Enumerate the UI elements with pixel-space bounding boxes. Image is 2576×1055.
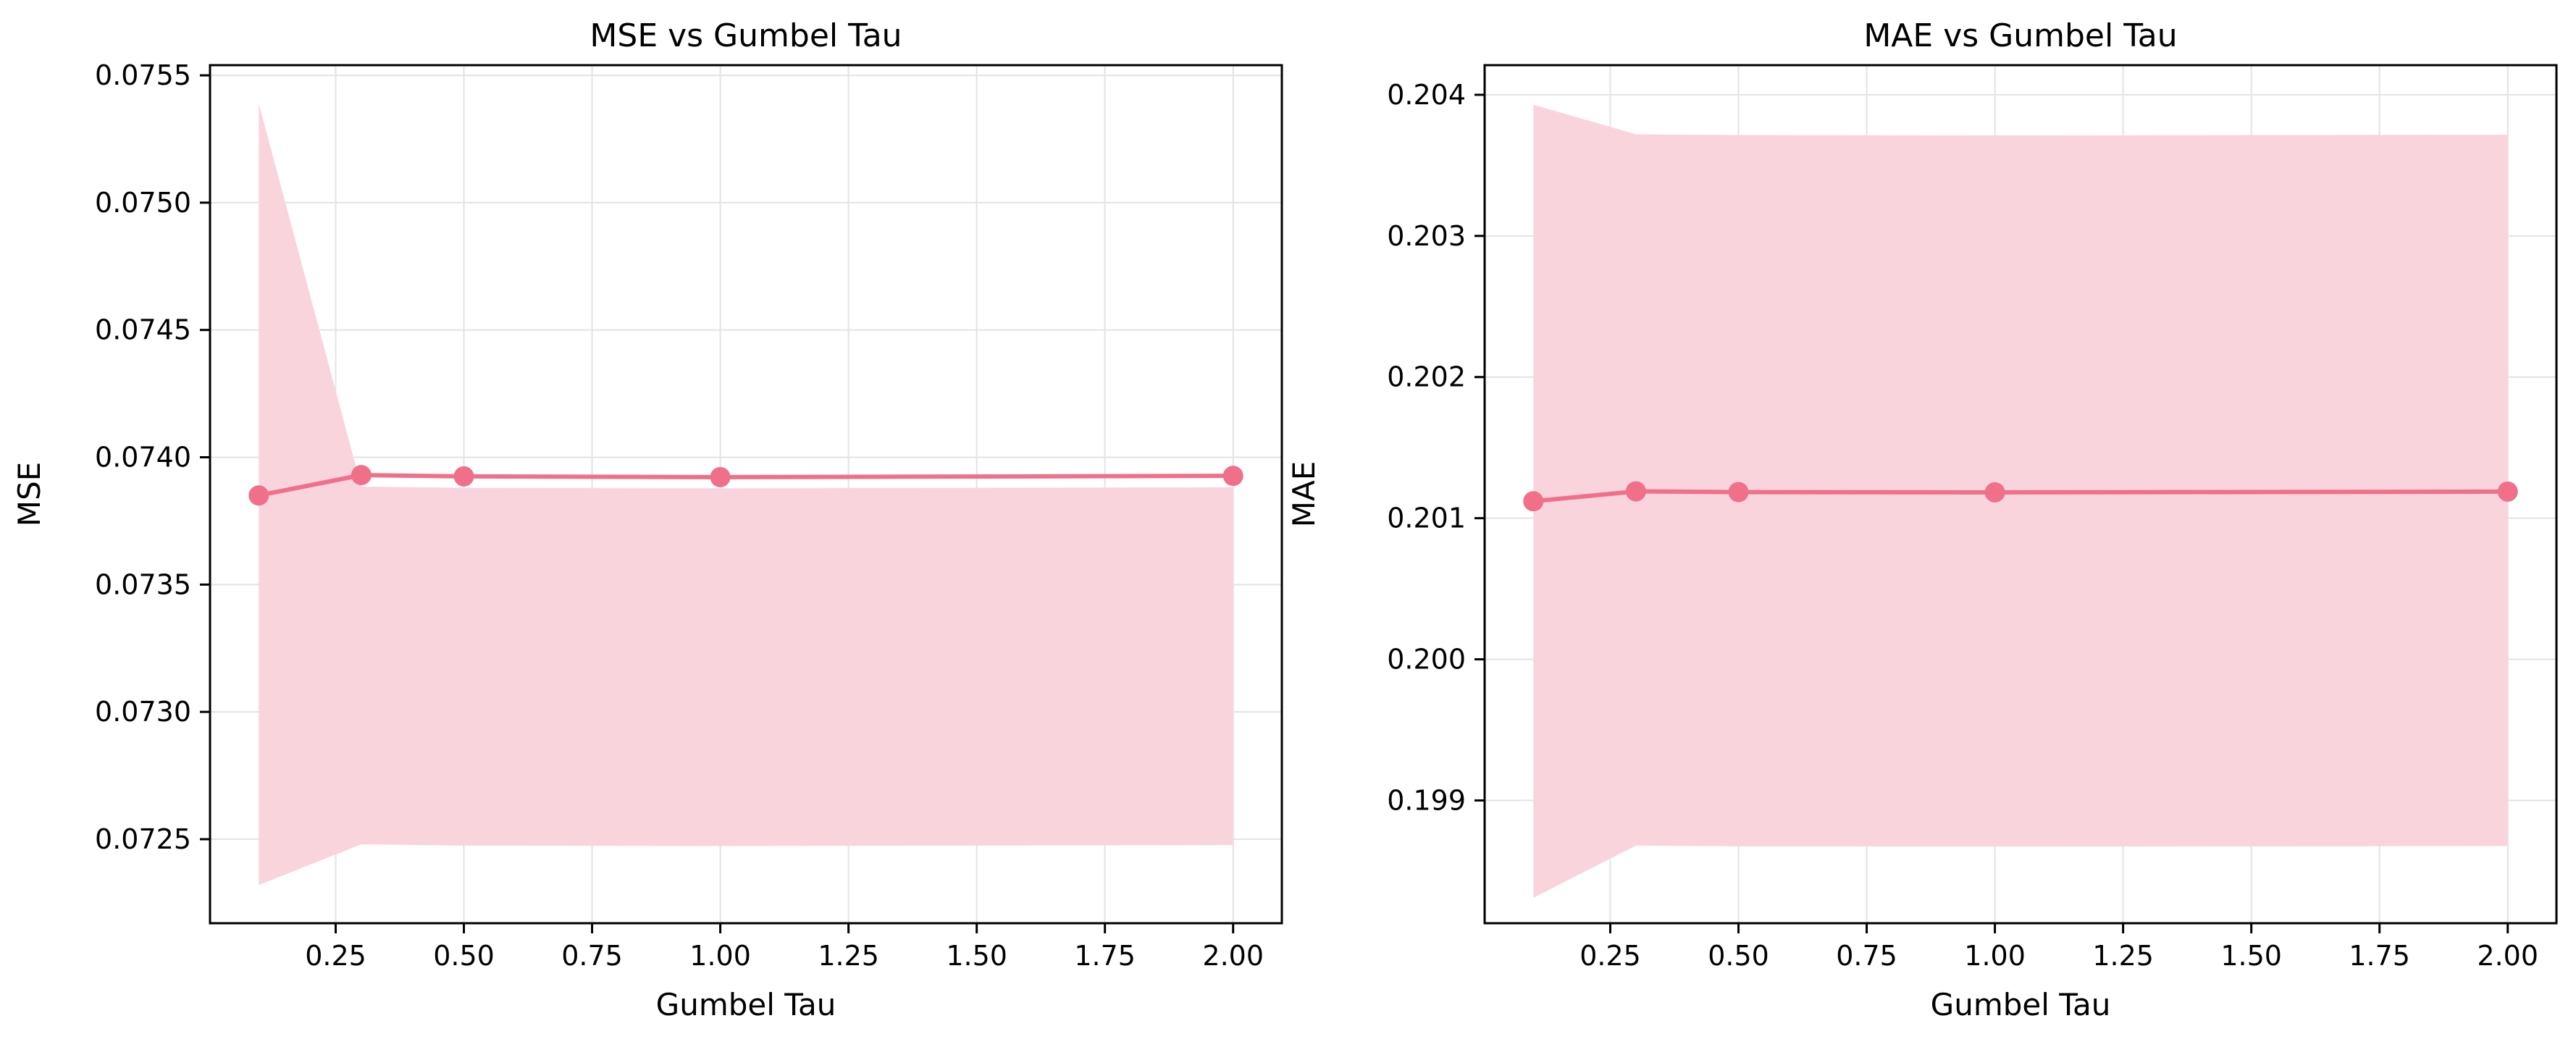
mse-x-tick-label-7: 2.00: [1202, 940, 1264, 972]
mae-y-axis-label: MAE: [1286, 461, 1322, 528]
mae-y-tick-label-2: 0.201: [1387, 503, 1466, 534]
mse-data-point-3: [710, 466, 731, 487]
mae-band: [1533, 104, 2508, 898]
mse-x-tick-label-4: 1.25: [818, 940, 879, 972]
mae-y-tick-label-4: 0.203: [1387, 220, 1466, 252]
mae-data-point-4: [2497, 481, 2518, 502]
mse-data-point-0: [248, 485, 269, 506]
mse-band: [259, 103, 1233, 886]
mae-series: [1523, 481, 2518, 512]
mse-ticks: 0.25 0.50 0.75 1.00 1.25 1.50 1.75 2.00 0.0725 0.…: [95, 59, 1264, 972]
mse-x-tick-label-3: 1.00: [689, 940, 751, 972]
mse-x-tick-label-5: 1.50: [946, 940, 1007, 972]
mae-data-point-2: [1728, 482, 1749, 503]
mae-y-tick-label-3: 0.202: [1387, 361, 1466, 393]
mae-y-tick-label-0: 0.199: [1387, 784, 1466, 816]
mae-x-tick-label-5: 1.50: [2220, 940, 2282, 972]
mse-chart: 0.25 0.50 0.75 1.00 1.25 1.50 1.75 2.00 0.0725 0.…: [12, 17, 1283, 1022]
mse-plot-frame: [209, 64, 1283, 925]
mse-series: [248, 465, 1243, 506]
mae-data-point-0: [1523, 491, 1544, 512]
mse-x-tick-label-2: 0.75: [561, 940, 623, 972]
mse-y-tick-label-1: 0.0730: [95, 696, 191, 728]
mae-x-tick-label-2: 0.75: [1836, 940, 1897, 972]
mae-x-tick-label-6: 1.75: [2349, 940, 2410, 972]
mae-x-tick-label-4: 1.25: [2092, 940, 2154, 972]
mae-y-tick-label-1: 0.200: [1387, 644, 1466, 676]
mae-data-point-1: [1625, 481, 1646, 502]
mae-chart: 0.25 0.50 0.75 1.00 1.25 1.50 1.75 2.00 0.199 0.2…: [1286, 17, 2558, 1022]
mae-x-tick-label-0: 0.25: [1579, 940, 1641, 972]
mse-y-tick-label-6: 0.0755: [95, 59, 191, 91]
mae-chart-title: MAE vs Gumbel Tau: [1863, 17, 2177, 54]
mse-y-tick-label-4: 0.0745: [95, 314, 191, 346]
mae-data-point-3: [1984, 482, 2005, 503]
mse-x-axis-label: Gumbel Tau: [656, 987, 836, 1022]
mse-data-point-4: [1222, 466, 1243, 487]
mse-data-point-2: [453, 466, 474, 487]
mae-y-tick-label-5: 0.204: [1387, 79, 1466, 111]
mae-confidence-band: [1533, 104, 2508, 898]
mae-x-tick-label-7: 2.00: [2477, 940, 2538, 972]
mse-x-tick-label-1: 0.50: [433, 940, 495, 972]
mae-x-tick-label-3: 1.00: [1964, 940, 2026, 972]
mse-confidence-band: [259, 103, 1233, 886]
mae-x-axis-label: Gumbel Tau: [1931, 987, 2111, 1022]
mse-y-axis-label: MSE: [12, 462, 47, 526]
mse-y-tick-label-5: 0.0750: [95, 187, 191, 219]
mae-ticks: 0.25 0.50 0.75 1.00 1.25 1.50 1.75 2.00 0.199 0.2…: [1387, 79, 2538, 972]
mse-chart-title: MSE vs Gumbel Tau: [590, 17, 902, 54]
mse-y-tick-label-3: 0.0740: [95, 442, 191, 474]
mse-data-point-1: [351, 465, 372, 486]
mse-y-tick-label-0: 0.0725: [95, 823, 191, 855]
mae-plot-frame: [1483, 64, 2558, 925]
mse-x-tick-label-6: 1.75: [1074, 940, 1136, 972]
mse-x-tick-label-0: 0.25: [305, 940, 366, 972]
mse-y-tick-label-2: 0.0735: [95, 568, 191, 600]
mae-x-tick-label-1: 0.50: [1708, 940, 1769, 972]
